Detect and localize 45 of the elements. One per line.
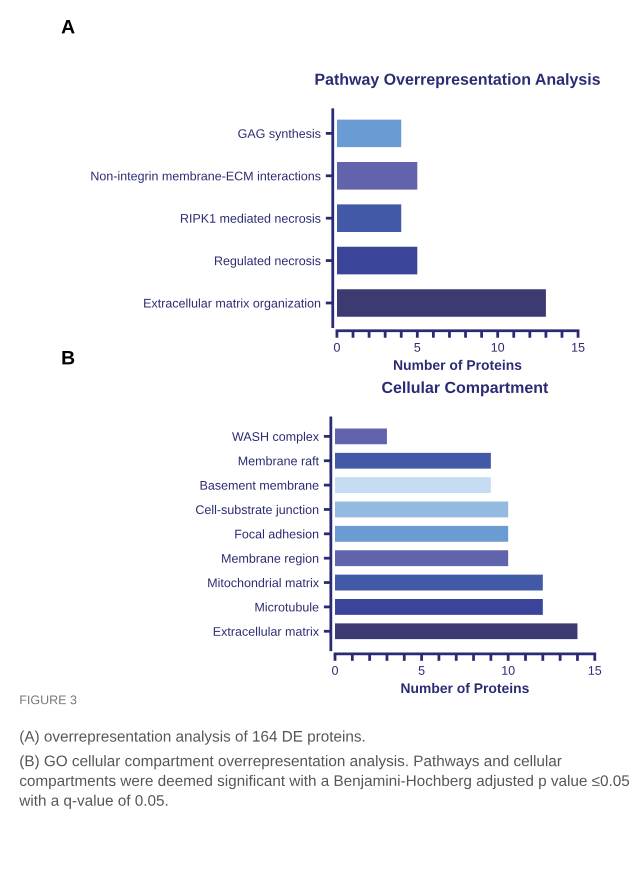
y-tick-label: WASH complex <box>232 432 319 444</box>
x-tick-label: 5 <box>418 666 425 675</box>
bar <box>335 428 387 444</box>
bar <box>335 452 491 469</box>
x-tick-label: 10 <box>502 666 515 675</box>
y-tick-label: Mitochondrial matrix <box>208 578 319 588</box>
y-tick-label: Extracellular matrix organization <box>144 298 320 310</box>
x-axis-title: Number of Proteins <box>401 682 529 694</box>
bar <box>335 477 491 494</box>
x-tick-label: 15 <box>588 666 602 675</box>
text: B <box>62 350 74 364</box>
y-tick-label: Membrane raft <box>238 456 319 466</box>
y-tick-label: Regulated necrosis <box>214 256 321 268</box>
x-tick-label: 15 <box>572 343 584 352</box>
text: (A) overrepresentation analysis of 164 DE proteins. <box>20 730 364 745</box>
bar <box>336 120 402 148</box>
bar <box>336 204 402 232</box>
y-tick-label: Cell-substrate junction <box>196 504 318 517</box>
text: (B) GO cellular compartment overrepresentation analysis. Pathways and cellular compartments were deemed significant with a Benjamini-Hochberg adjusted p value ≤0.05 with a q-value of 0.05. <box>19 755 630 809</box>
x-tick-label: 5 <box>414 343 420 352</box>
y-tick-label: RIPK1 mediated necrosis <box>180 214 321 223</box>
x-tick-label: 10 <box>492 342 504 352</box>
bar <box>336 289 546 317</box>
bar <box>335 623 578 640</box>
bar <box>336 246 418 274</box>
y-tick-label: Membrane region <box>222 554 318 566</box>
x-axis-title: Number of Proteins <box>394 360 522 370</box>
chart-title: Cellular Compartment <box>382 381 548 396</box>
bar <box>336 162 418 190</box>
bar <box>335 526 508 542</box>
x-tick-label: 0 <box>334 342 340 352</box>
chart-title: Pathway Overrepresentation Analysis <box>316 73 600 88</box>
bar <box>335 574 543 590</box>
y-tick-label: Microtubule <box>255 602 318 612</box>
y-tick-label: Non-integrin membrane-ECM interactions <box>91 171 321 183</box>
bar <box>335 598 543 615</box>
x-tick-label: 0 <box>332 666 338 675</box>
y-tick-label: Basement membrane <box>200 480 318 490</box>
text: A <box>62 20 75 34</box>
y-tick-label: Focal adhesion <box>235 529 318 538</box>
bar <box>335 502 508 518</box>
bar <box>335 550 508 566</box>
caption: FIGURE 3 <box>20 695 76 704</box>
y-tick-label: Extracellular matrix <box>214 626 319 636</box>
y-tick-label: GAG synthesis <box>238 128 321 141</box>
